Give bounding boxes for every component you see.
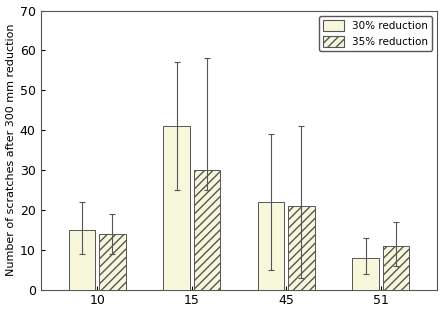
Bar (194, 170, 220, 290)
Bar (163, 126, 190, 290)
Bar (352, 258, 379, 290)
Bar (288, 206, 315, 290)
Bar (258, 202, 284, 290)
Bar (99, 234, 126, 290)
Legend: 30% reduction, 35% reduction: 30% reduction, 35% reduction (319, 16, 432, 51)
Bar (383, 246, 409, 290)
Bar (69, 230, 95, 290)
Y-axis label: Number of scratches after 300 mm reduction: Number of scratches after 300 mm reducti… (6, 24, 16, 276)
